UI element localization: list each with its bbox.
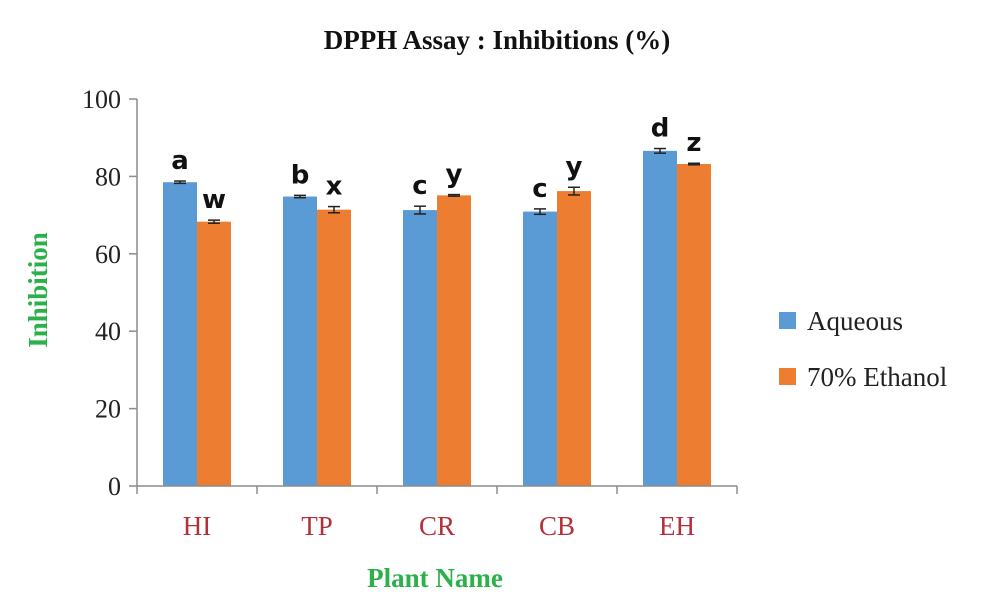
bar [643,150,677,486]
y-axis-title: Inhibition [23,232,53,348]
bar [163,182,197,486]
x-tick-label: HI [183,511,212,541]
axes [136,99,737,487]
chart-title: DPPH Assay : Inhibitions (%) [324,25,671,55]
x-tick-label: CB [539,511,575,541]
significance-letter: b [291,160,310,190]
y-tick-label: 20 [95,395,121,424]
legend-swatch-ethanol [779,368,796,385]
significance-letter: c [532,174,547,204]
bar [523,211,557,486]
significance-letter: x [326,172,343,202]
y-tick-label: 0 [108,472,121,501]
significance-letter: y [446,160,463,190]
legend-label-ethanol: 70% Ethanol [807,362,947,392]
x-axis-ticks: HI TP CR CB EH [136,486,738,541]
significance-letter: d [651,114,670,144]
significance-letter: y [566,152,583,182]
x-axis-title: Plant Name [367,563,503,593]
legend-label-aqueous: Aqueous [807,306,903,336]
bar [403,210,437,486]
y-tick-label: 60 [95,240,121,269]
x-tick-label: EH [659,511,695,541]
y-tick-label: 100 [82,85,121,114]
legend: Aqueous 70% Ethanol [779,306,947,392]
bar [677,164,711,487]
bar [283,196,317,487]
bar [317,209,351,486]
legend-swatch-aqueous [779,312,796,329]
significance-letter: c [412,171,427,201]
y-axis-ticks: 0 20 40 60 80 100 [82,85,137,501]
significance-letter: a [171,146,189,176]
significance-letter: z [686,128,701,158]
y-tick-label: 80 [95,162,121,191]
bar [557,191,591,486]
y-tick-label: 40 [95,317,121,346]
bar [437,195,471,486]
x-tick-label: CR [419,511,455,541]
bar-series: a b c c d w x y y z [163,114,711,487]
bar [197,221,231,486]
x-tick-label: TP [301,511,333,541]
significance-letter: w [202,185,226,215]
